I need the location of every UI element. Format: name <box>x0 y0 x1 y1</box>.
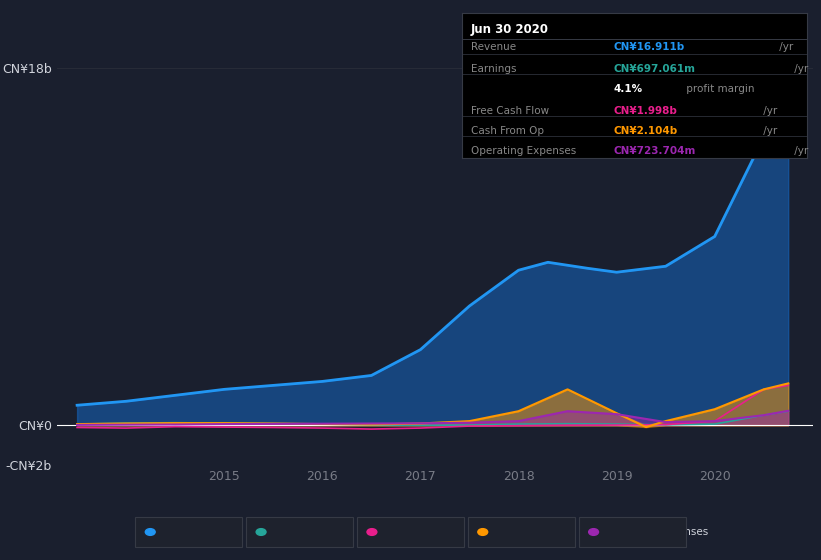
Text: Earnings: Earnings <box>271 527 316 537</box>
Text: Free Cash Flow: Free Cash Flow <box>470 106 548 116</box>
Text: Revenue: Revenue <box>470 42 516 52</box>
Text: CN¥16.911b: CN¥16.911b <box>614 42 685 52</box>
Text: /yr: /yr <box>791 146 809 156</box>
Text: Cash From Op: Cash From Op <box>493 527 566 537</box>
Text: Revenue: Revenue <box>160 527 205 537</box>
Text: profit margin: profit margin <box>683 84 754 94</box>
Text: CN¥1.998b: CN¥1.998b <box>614 106 677 116</box>
Text: Operating Expenses: Operating Expenses <box>470 146 576 156</box>
Text: /yr: /yr <box>760 106 777 116</box>
Text: Earnings: Earnings <box>470 64 516 74</box>
Text: /yr: /yr <box>791 64 809 74</box>
Text: /yr: /yr <box>776 42 793 52</box>
Text: /yr: /yr <box>760 126 777 136</box>
Text: CN¥697.061m: CN¥697.061m <box>614 64 696 74</box>
Text: CN¥723.704m: CN¥723.704m <box>614 146 696 156</box>
Text: Free Cash Flow: Free Cash Flow <box>382 527 460 537</box>
Text: CN¥2.104b: CN¥2.104b <box>614 126 678 136</box>
Text: 4.1%: 4.1% <box>614 84 643 94</box>
Text: Cash From Op: Cash From Op <box>470 126 544 136</box>
Text: Jun 30 2020: Jun 30 2020 <box>470 23 548 36</box>
Text: Operating Expenses: Operating Expenses <box>603 527 709 537</box>
